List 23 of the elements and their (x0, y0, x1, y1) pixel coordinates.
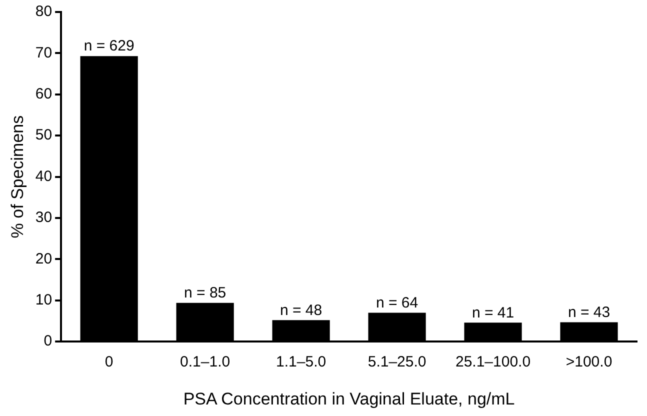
annotation: n = 48 (280, 302, 322, 319)
annotation: n = 85 (184, 284, 226, 302)
y-tick-label: 0 (44, 332, 52, 350)
y-tick-label: 50 (35, 126, 52, 144)
annotation: n = 629 (84, 38, 134, 55)
x-tick-label: 0.1–1.0 (180, 354, 230, 371)
y-tick-label: 30 (35, 209, 52, 226)
x-tick-label: >100.0 (566, 354, 612, 371)
annotation: n = 64 (376, 294, 418, 312)
annotation: n = 43 (568, 304, 610, 321)
x-tick-label: 1.1–5.0 (276, 354, 326, 371)
y-axis-title: % of Specimens (8, 115, 27, 238)
x-tick-label: 5.1–25.0 (368, 354, 426, 371)
x-axis-title: PSA Concentration in Vaginal Eluate, ng/mL (183, 389, 515, 408)
x-tick-label: 0 (104, 354, 114, 371)
y-tick-label: 80 (35, 3, 52, 20)
y-tick-label: 10 (35, 292, 52, 309)
x-tick-label: 25.1–100.0 (455, 354, 531, 371)
y-tick-label: 20 (35, 250, 52, 268)
y-tick-label: 40 (35, 168, 52, 185)
y-tick-label: 60 (35, 86, 52, 103)
annotation: n = 41 (472, 304, 514, 322)
y-tick-label: 70 (35, 44, 52, 62)
